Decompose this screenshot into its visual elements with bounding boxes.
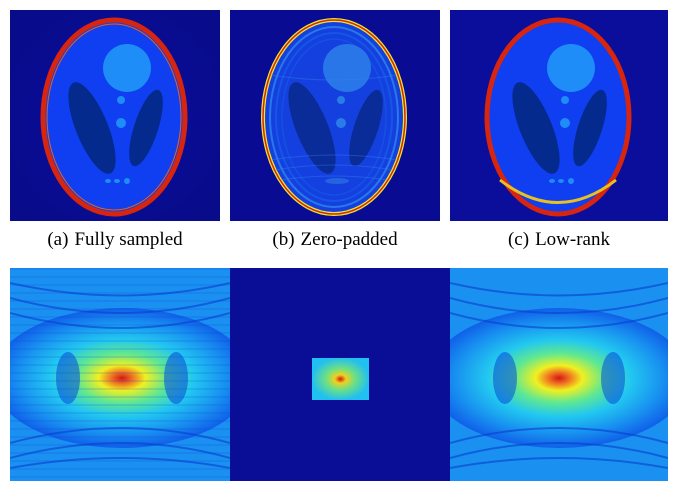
caption-c-text: Low-rank	[535, 229, 610, 250]
caption-b-text: Zero-padded	[300, 229, 398, 250]
caption-a: (a) Fully sampled	[10, 229, 220, 251]
caption-c: (c) Low-rank	[450, 229, 668, 251]
caption-b: (b) Zero-padded	[230, 229, 440, 251]
phantom-fully-sampled-image	[10, 10, 220, 221]
phantom-zero-padded-image	[230, 10, 440, 221]
kspace-low-rank-image	[450, 268, 668, 481]
caption-c-label: (c)	[507, 229, 530, 250]
kspace-zero-padded-image	[230, 268, 450, 481]
caption-a-text: Fully sampled	[74, 229, 183, 250]
phantom-low-rank-image	[450, 10, 668, 221]
caption-b-label: (b)	[272, 229, 295, 250]
kspace-fully-sampled-image	[10, 268, 230, 481]
caption-a-label: (a)	[47, 229, 69, 250]
